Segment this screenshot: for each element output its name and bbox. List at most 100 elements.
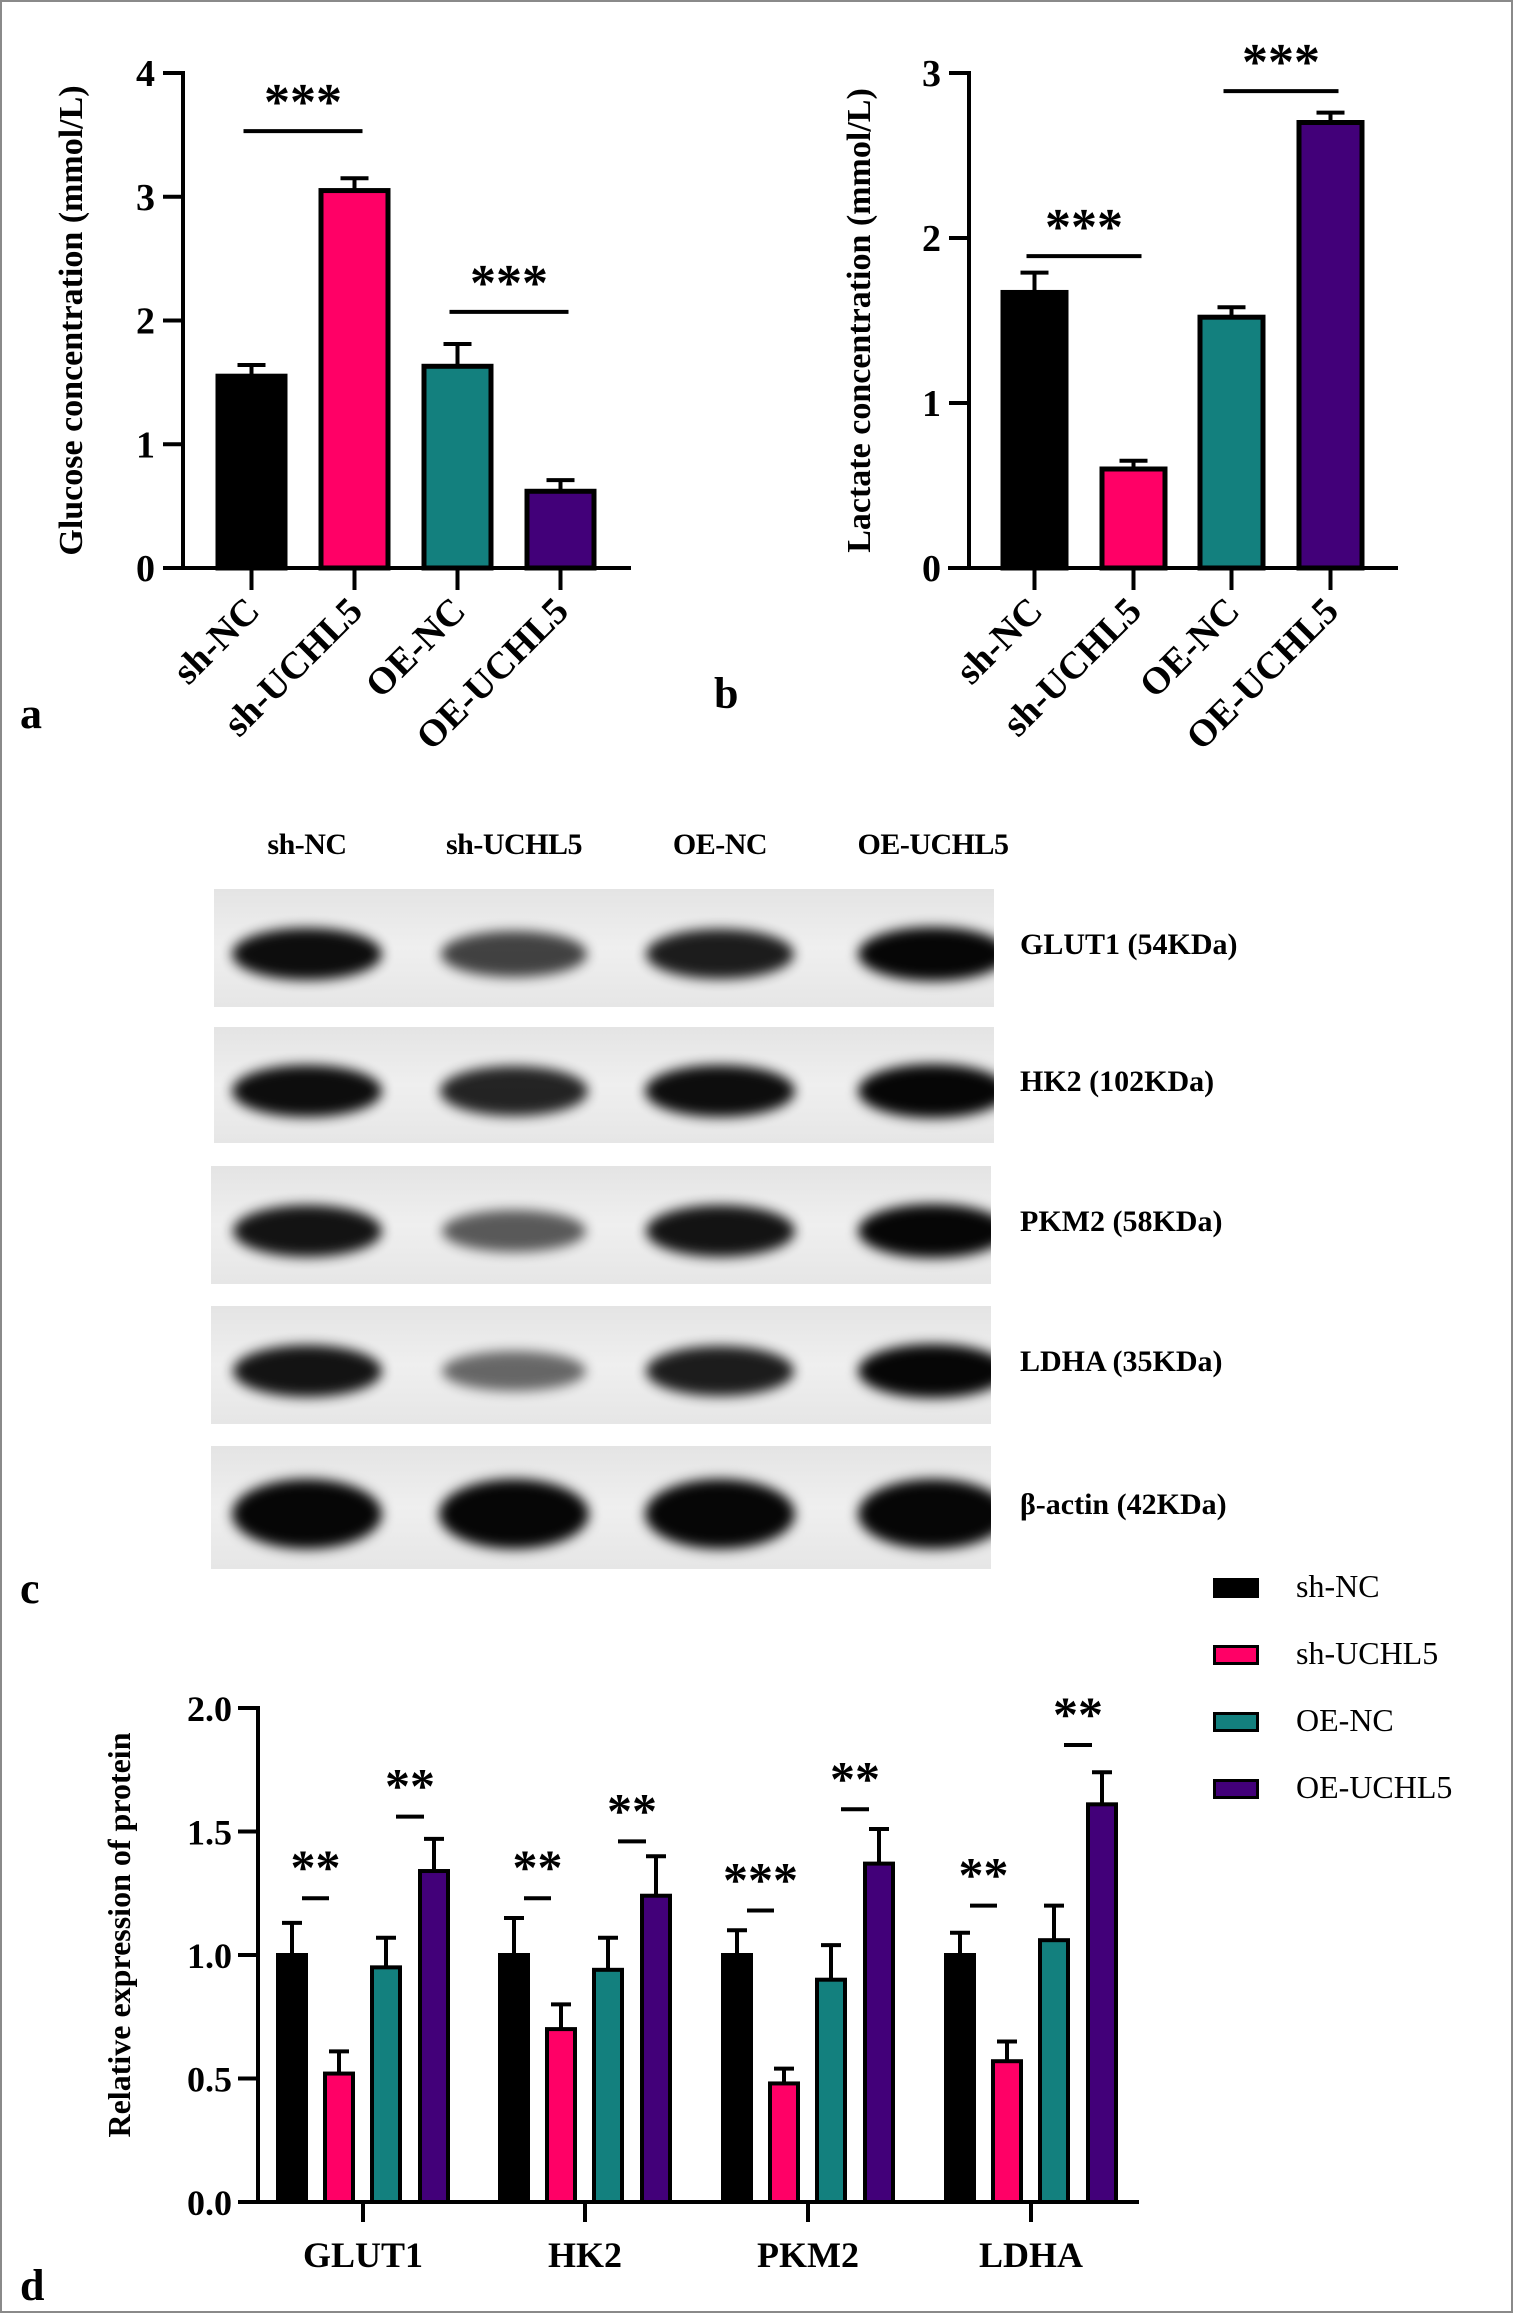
y-axis-label: Lactate concentration (mmol/L) [841, 88, 878, 553]
blot-band [645, 1345, 795, 1397]
blot-band [232, 1205, 382, 1257]
significance-label: *** [1045, 199, 1123, 256]
bar-sh-nc [721, 1953, 753, 2204]
bar-oe-uchl5 [418, 1869, 450, 2205]
lane-label-oe-nc: OE-NC [672, 828, 768, 861]
blot-band [440, 1066, 588, 1116]
bar-oe-nc [370, 1965, 402, 2204]
blot-band [858, 927, 994, 981]
y-tick-label: 0.0 [187, 2183, 232, 2223]
blot-strip-hk2 [214, 1027, 994, 1143]
panel-letter-d: d [20, 2261, 45, 2310]
legend-swatch-oe-uchl5 [1213, 1779, 1259, 1799]
blot-band [645, 1064, 795, 1118]
blot-band [442, 1351, 586, 1391]
bar-sh-nc [1000, 289, 1069, 571]
blot-band [441, 931, 587, 977]
bar-oe-nc [1038, 1938, 1070, 2205]
significance-label: ** [291, 1839, 341, 1895]
significance-label: ** [959, 1847, 1009, 1903]
lane-label-sh-nc: sh-NC [267, 828, 347, 861]
blot-band [858, 1204, 991, 1258]
bar-sh-uchl5 [545, 2027, 577, 2204]
legend-label: sh-NC [1296, 1568, 1380, 1604]
protein-label: GLUT1 (54KDa) [1020, 928, 1238, 961]
significance-label: *** [1242, 34, 1320, 91]
bar-sh-nc [276, 1953, 308, 2204]
bar-oe-uchl5 [1086, 1802, 1118, 2204]
bar-oe-nc [815, 1977, 847, 2204]
y-axis-label: Relative expression of protein [101, 1732, 137, 2137]
blot-band [232, 1345, 382, 1397]
x-tick-label: GLUT1 [303, 2235, 423, 2275]
blot-band [858, 1344, 991, 1398]
y-tick-label: 2.0 [187, 1689, 232, 1729]
blot-band [858, 1064, 994, 1118]
bar-oe-uchl5 [640, 1893, 672, 2204]
panel-letter-b: b [714, 669, 739, 718]
y-tick-label: 1.5 [187, 1813, 232, 1853]
significance-label: *** [470, 255, 548, 312]
y-tick-label: 0 [922, 548, 941, 590]
blot-strip-β-actin [211, 1446, 991, 1569]
y-tick-label: 3 [922, 53, 941, 95]
significance-label: ** [830, 1750, 880, 1806]
legend-swatch-sh-uchl5 [1213, 1645, 1259, 1665]
x-tick-label: HK2 [548, 2235, 622, 2275]
x-tick-label: PKM2 [757, 2235, 859, 2275]
y-tick-label: 1 [922, 383, 941, 425]
significance-label: ** [513, 1839, 563, 1895]
y-tick-label: 1 [136, 424, 155, 466]
y-tick-label: 2 [922, 218, 941, 260]
legend-label: sh-UCHL5 [1296, 1635, 1439, 1671]
panel-letter-a: a [20, 689, 42, 738]
protein-label: LDHA (35KDa) [1020, 1345, 1223, 1378]
blot-band [645, 1478, 795, 1549]
y-tick-label: 0 [136, 548, 155, 590]
legend-label: OE-UCHL5 [1296, 1769, 1453, 1805]
bar-sh-uchl5 [991, 2059, 1023, 2204]
blot-strip-pkm2 [211, 1166, 991, 1284]
significance-label: *** [723, 1852, 798, 1908]
y-tick-label: 2 [136, 301, 155, 343]
bar-oe-uchl5 [863, 1861, 895, 2204]
protein-label: PKM2 (58KDa) [1020, 1205, 1223, 1238]
protein-label: HK2 (102KDa) [1020, 1065, 1215, 1098]
legend-swatch-oe-nc [1213, 1712, 1259, 1732]
significance-label: ** [607, 1782, 657, 1838]
blot-band [232, 1064, 382, 1118]
blot-band [645, 928, 795, 980]
significance-label: *** [264, 74, 342, 131]
y-tick-label: 0.5 [187, 2060, 232, 2100]
bar-oe-uchl5 [1296, 120, 1365, 571]
blot-band [232, 1478, 382, 1549]
legend-label: OE-NC [1296, 1702, 1394, 1738]
significance-label: ** [1053, 1686, 1103, 1742]
bar-sh-nc [944, 1953, 976, 2204]
protein-label: β-actin (42KDa) [1020, 1487, 1227, 1521]
bar-oe-nc [592, 1967, 624, 2204]
y-tick-label: 4 [136, 53, 155, 95]
x-tick-label: LDHA [979, 2235, 1083, 2275]
lane-label-sh-uchl5: sh-UCHL5 [445, 828, 583, 861]
blot-strip-glut1 [214, 889, 994, 1007]
blot-band [441, 1210, 587, 1252]
blot-strip-ldha [211, 1306, 991, 1424]
bar-sh-uchl5 [768, 2081, 800, 2204]
y-tick-label: 3 [136, 177, 155, 219]
blot-band [645, 1205, 795, 1257]
lane-label-oe-uchl5: OE-UCHL5 [857, 828, 1009, 861]
y-tick-label: 1.0 [187, 1936, 232, 1976]
blot-band [439, 1478, 589, 1549]
significance-label: ** [385, 1758, 435, 1814]
bar-sh-nc [498, 1953, 530, 2204]
blot-band [858, 1478, 991, 1549]
blot-band [232, 927, 382, 981]
legend-swatch-sh-nc [1213, 1578, 1259, 1598]
panel-letter-c: c [20, 1564, 40, 1613]
bar-sh-uchl5 [323, 2071, 355, 2205]
